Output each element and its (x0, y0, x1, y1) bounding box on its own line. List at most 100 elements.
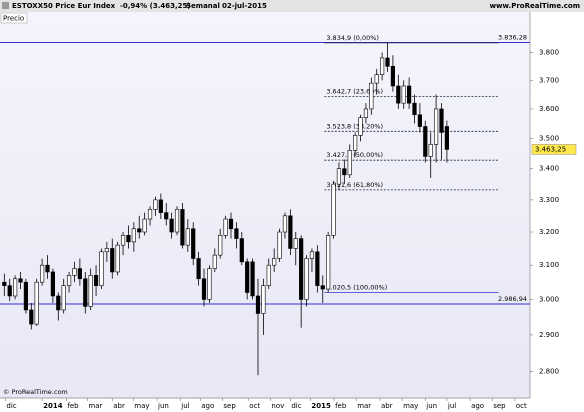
candle-body (201, 278, 207, 300)
candle-body (277, 231, 282, 259)
fib-label: 3.642,7 (23,60%) (326, 88, 383, 96)
last-price-box (531, 144, 577, 155)
plot-area (0, 12, 530, 398)
candle-body (326, 234, 331, 290)
candle-body (228, 218, 234, 230)
candle-body (142, 218, 147, 233)
candle-body (363, 108, 369, 118)
y-tick-label: 3.500 (539, 134, 559, 142)
candle-body (185, 228, 190, 246)
candle-body (120, 234, 126, 246)
candle-body (77, 268, 82, 280)
candle-body (358, 117, 363, 136)
candle-body (369, 82, 374, 110)
header-site: www.ProRealTime.com (490, 2, 580, 10)
x-tick-label: oct (516, 402, 527, 410)
candle-body (131, 228, 136, 243)
y-tick-label: 2.800 (539, 368, 559, 376)
candle-body (115, 244, 120, 273)
x-tick-label: sep (493, 402, 506, 410)
candle-body (380, 57, 385, 75)
candle-body (93, 275, 99, 286)
candle-body (245, 261, 250, 293)
candle-body (212, 254, 217, 269)
x-tick-label: abr (113, 402, 125, 410)
header-title: ESTOXX50 Price Eur Index (12, 2, 116, 10)
candle-body (353, 135, 358, 151)
x-tick-label: jul (180, 402, 189, 410)
candle-body (299, 238, 304, 300)
candle-body (250, 261, 255, 297)
x-tick-label: jul (447, 402, 456, 410)
candle-body (347, 150, 352, 176)
candle-body (412, 102, 417, 116)
candle-body (374, 74, 379, 84)
candle-body (239, 238, 244, 263)
footer: © ProRealTime.com (3, 388, 68, 396)
candle-body (255, 295, 261, 314)
x-tick-label: dic (6, 402, 16, 410)
fib-label: 3.523,8 (38,20%) (326, 122, 383, 130)
y-tick-label: 3.300 (539, 196, 559, 204)
candle-body (304, 258, 309, 300)
candle-body (309, 251, 315, 259)
candle-body (331, 183, 336, 236)
candle-body (72, 268, 77, 276)
x-tick-label: feb (335, 402, 347, 410)
x-tick-label: oct (249, 402, 260, 410)
candle-body (218, 234, 223, 256)
horizontal-line-label: 2.986,94 (498, 295, 527, 303)
candle-body (110, 248, 115, 273)
y-tick-label: 3.000 (539, 295, 559, 303)
x-tick-label: 2014 (43, 402, 63, 410)
x-tick-label: 2015 (311, 402, 331, 410)
candle-body (196, 258, 201, 280)
candle-body (293, 238, 298, 249)
candle-body (153, 199, 158, 210)
x-tick-label: may (134, 402, 149, 410)
candle-body (23, 281, 29, 311)
x-tick-label: jun (425, 402, 437, 410)
candle-body (272, 258, 277, 266)
x-tick-label: nov (271, 402, 284, 410)
candle-body (99, 251, 104, 286)
candle-body (56, 295, 61, 311)
candle-body (13, 278, 18, 297)
candle-body (315, 251, 320, 286)
panel-label: Precio (3, 15, 24, 23)
x-tick-label: ago (201, 402, 214, 410)
header-change: -0,94% (3.463,25) (120, 2, 191, 10)
fib-label: 3.834,9 (0,00%) (326, 34, 379, 42)
candle-body (288, 215, 293, 249)
x-tick-label: mar (357, 402, 371, 410)
icon (2, 2, 9, 9)
candle-body (320, 285, 325, 290)
candle-body (401, 85, 406, 104)
candle-body (147, 209, 153, 220)
candle-body (29, 309, 34, 325)
candle-body (444, 126, 449, 150)
x-tick-label: ago (471, 402, 484, 410)
candle-body (158, 199, 163, 213)
candle-body (439, 108, 444, 133)
x-tick-label: feb (67, 402, 79, 410)
candle-body (180, 209, 185, 246)
candle-body (104, 248, 109, 253)
y-tick-label: 3.200 (539, 228, 559, 236)
candle-body (164, 212, 169, 220)
y-tick-label: 3.800 (539, 48, 559, 56)
candle-body (169, 218, 174, 233)
candle-body (261, 285, 266, 314)
candle-body (266, 264, 271, 286)
candle-body (282, 215, 288, 233)
candle-body (2, 281, 7, 286)
candle-body (342, 168, 347, 176)
candle-body (396, 85, 401, 104)
x-tick-label: jun (157, 402, 169, 410)
candle-body (390, 65, 396, 87)
candle-body (34, 281, 39, 325)
candle-body (207, 268, 212, 300)
panel-label-box (0, 12, 28, 24)
x-tick-label: dic (291, 402, 301, 410)
candle-body (336, 168, 342, 185)
